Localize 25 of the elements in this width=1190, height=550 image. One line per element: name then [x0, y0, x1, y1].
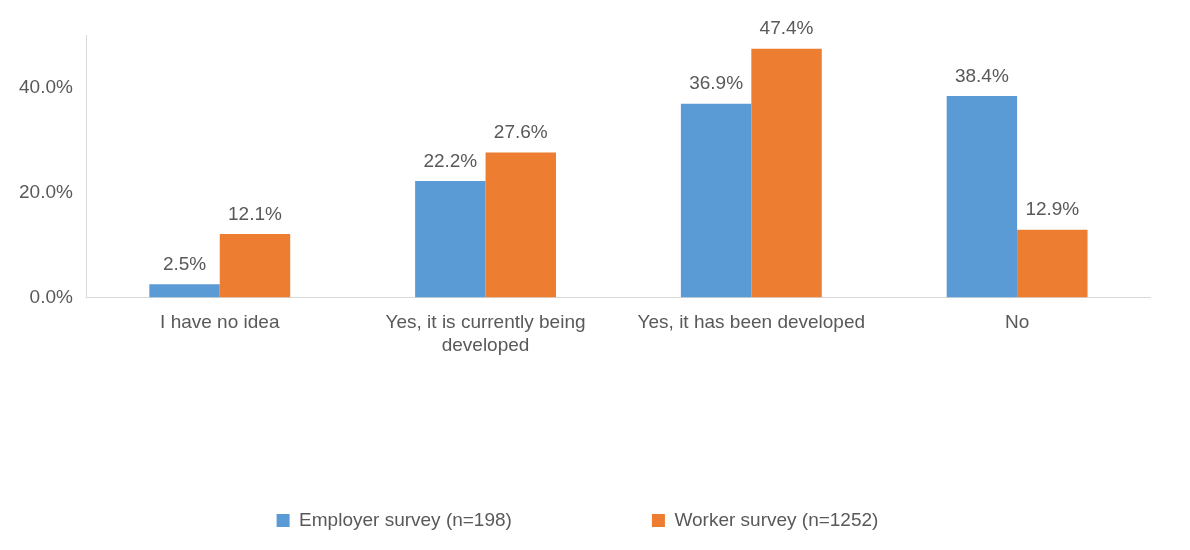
data-label: 27.6%: [493, 121, 548, 143]
bar: [415, 180, 486, 298]
data-label: 36.9%: [689, 72, 744, 94]
data-label: 22.2%: [423, 149, 478, 171]
x-tick-label: No: [1004, 311, 1030, 333]
bar: [946, 95, 1018, 298]
data-label: 38.4%: [954, 64, 1009, 86]
legend-label: Employer survey (n=198): [299, 508, 512, 530]
bar: [485, 152, 556, 298]
x-tick-label: Yes, it is currently being developed: [385, 311, 586, 355]
y-tick-label: 20.0%: [19, 180, 73, 202]
bar: [680, 103, 752, 298]
bar: [149, 284, 220, 298]
y-tick-label: 40.0%: [19, 75, 73, 97]
legend-label: Worker survey (n=1252): [674, 508, 879, 530]
data-label: 12.9%: [1025, 198, 1080, 220]
data-label: 2.5%: [162, 253, 207, 275]
y-tick-label: 0.0%: [29, 285, 73, 307]
data-label: 12.1%: [228, 202, 283, 224]
data-label: 47.4%: [759, 17, 814, 39]
bar: [1017, 229, 1088, 298]
bar: [751, 48, 822, 298]
bar: [219, 233, 291, 298]
x-tick-label: I have no idea: [160, 311, 280, 333]
x-tick-label: Yes, it has been developed: [637, 311, 866, 333]
